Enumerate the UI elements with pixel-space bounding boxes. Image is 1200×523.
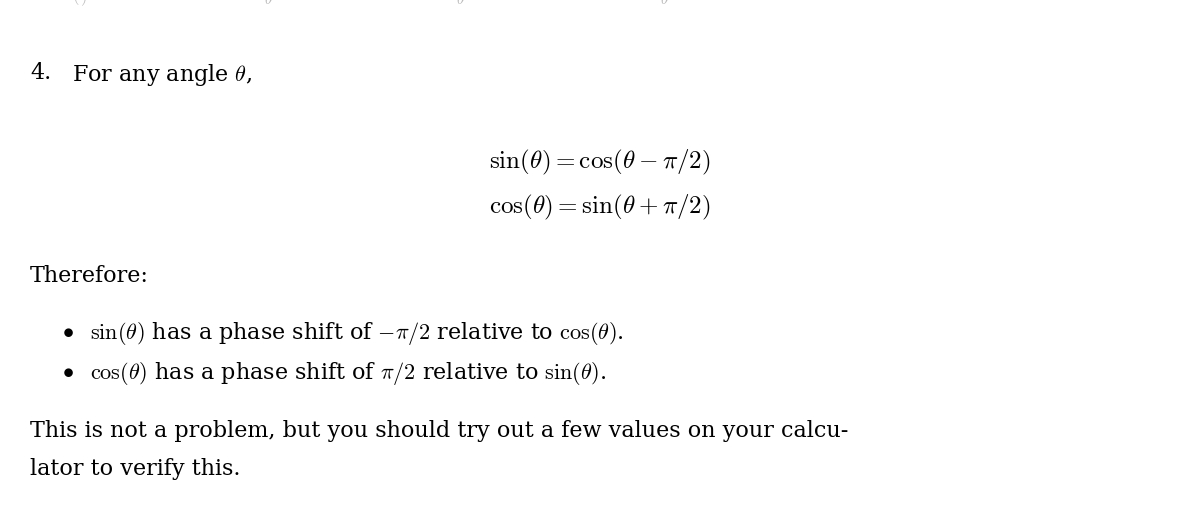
Text: Therefore:: Therefore:	[30, 265, 149, 287]
Text: $\cos(\theta) = \sin(\theta + \pi/2)$: $\cos(\theta) = \sin(\theta + \pi/2)$	[490, 193, 710, 222]
Text: $\bullet$: $\bullet$	[62, 320, 74, 342]
Text: This is not a problem, but you should try out a few values on your calcu-: This is not a problem, but you should tr…	[30, 420, 848, 442]
Text: 4.: 4.	[30, 62, 52, 84]
Text: lator to verify this.: lator to verify this.	[30, 458, 240, 480]
Text: $\sin(\theta)$ has a phase shift of $-\pi/2$ relative to $\cos(\theta)$.: $\sin(\theta)$ has a phase shift of $-\p…	[90, 320, 624, 347]
Text: $\sin(\theta) = \cos(\theta - \pi/2)$: $\sin(\theta) = \cos(\theta - \pi/2)$	[490, 148, 710, 177]
Text: $\cos(\theta)$ has a phase shift of $\pi/2$ relative to $\sin(\theta)$.: $\cos(\theta)$ has a phase shift of $\pi…	[90, 360, 606, 387]
Text: $\theta$: $\theta$	[660, 0, 670, 8]
Text: $(\,)$: $(\,)$	[72, 0, 88, 8]
Text: $\theta$: $\theta$	[456, 0, 466, 8]
Text: $\bullet$: $\bullet$	[62, 360, 74, 382]
Text: $\theta$: $\theta$	[264, 0, 274, 8]
Text: For any angle $\theta$,: For any angle $\theta$,	[72, 62, 252, 88]
